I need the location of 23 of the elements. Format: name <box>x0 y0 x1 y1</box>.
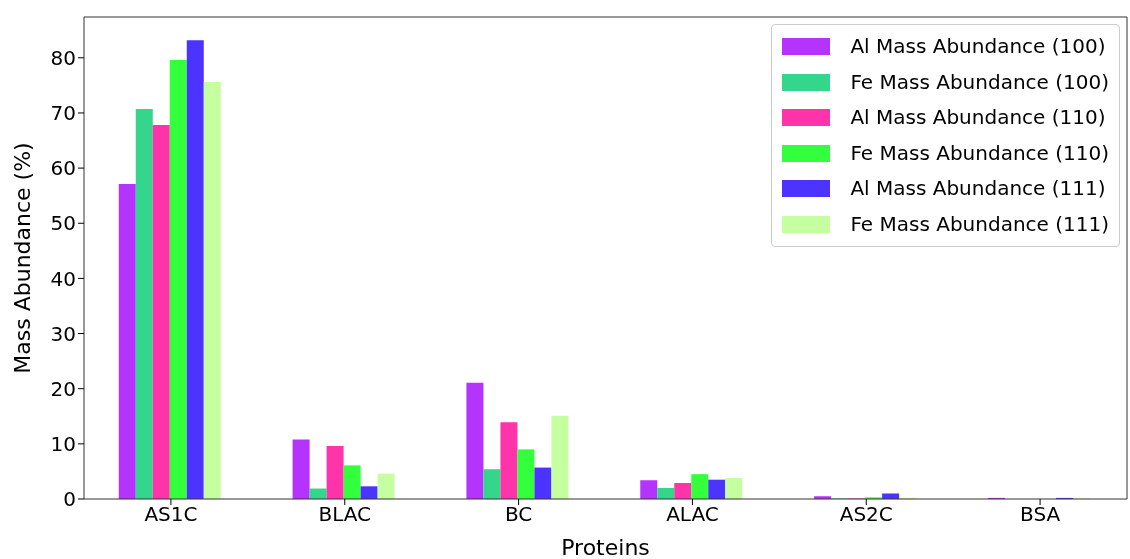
y-tick-label: 40 <box>50 266 76 291</box>
x-tick-label: AS1C <box>144 502 198 527</box>
y-tick-label: 30 <box>50 321 76 346</box>
y-tick-label: 50 <box>50 211 76 236</box>
legend-label: Al Mass Abundance (100) <box>850 33 1106 60</box>
y-tick-label: 80 <box>50 45 76 70</box>
x-tick-label: AS2C <box>839 502 893 527</box>
legend-label: Fe Mass Abundance (100) <box>850 68 1109 96</box>
y-tick-label: 0 <box>63 487 76 512</box>
legend-label: Al Mass Abundance (111) <box>850 175 1106 202</box>
x-tick-label: BC <box>504 502 533 527</box>
x-axis-title: Proteins <box>561 535 650 559</box>
legend-label: Al Mass Abundance (110) <box>850 104 1106 131</box>
y-tick-label: 70 <box>50 101 76 126</box>
x-tick-label: ALAC <box>666 502 719 527</box>
legend-label: Fe Mass Abundance (111) <box>850 210 1109 238</box>
legend-label: Fe Mass Abundance (110) <box>850 139 1109 167</box>
y-tick-label: 20 <box>50 376 76 401</box>
x-tick-label: BLAC <box>318 502 372 527</box>
y-axis-title: Mass Abundance (%) <box>9 142 35 374</box>
x-tick-label: BSA <box>1020 502 1061 527</box>
y-tick-label: 10 <box>50 431 76 456</box>
y-tick-label: 60 <box>50 156 76 181</box>
